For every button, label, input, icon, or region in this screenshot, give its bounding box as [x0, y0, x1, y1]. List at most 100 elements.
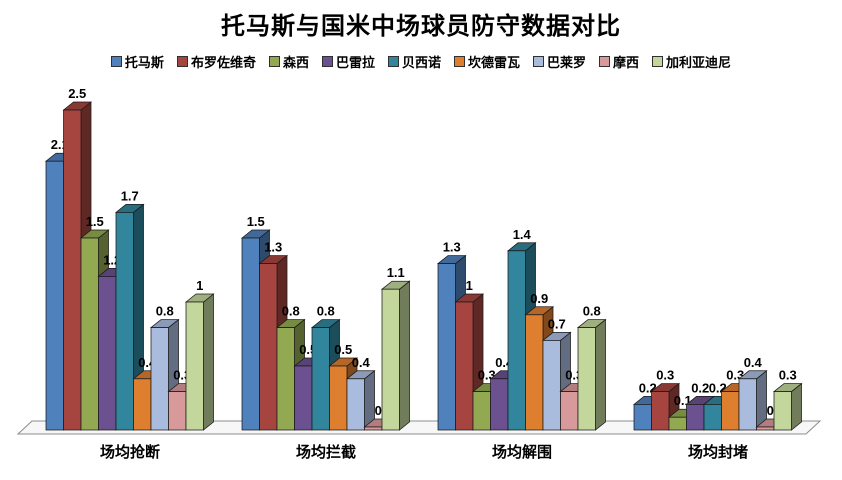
bar-front-face	[294, 365, 313, 431]
legend-swatch	[268, 56, 280, 67]
value-label: 1	[466, 278, 473, 293]
legend-item-摩西: 摩西	[599, 52, 639, 71]
value-label: 0.2	[691, 380, 709, 395]
bar-front-face	[490, 378, 509, 431]
bar-front-face	[133, 378, 152, 431]
legend-item-森西: 森西	[268, 52, 309, 71]
legend-swatch	[599, 56, 611, 67]
value-label: 0.9	[530, 291, 548, 306]
bar-front-face	[185, 301, 204, 431]
legend-item-贝西诺: 贝西诺	[387, 52, 441, 71]
bar-front-face	[773, 391, 792, 431]
legend-swatch	[110, 56, 122, 67]
bar-front-face	[651, 391, 670, 431]
bar-front-face	[472, 391, 491, 431]
category-label: 场均抢断	[100, 443, 160, 461]
bar-巴莱罗-场均解围: 0.7	[541, 316, 572, 431]
legend-swatch	[387, 56, 399, 67]
legend-label: 森西	[282, 55, 309, 70]
chart-floor	[16, 420, 822, 435]
legend-swatch	[454, 56, 465, 67]
value-label: 1	[196, 278, 203, 293]
bar-front-face	[633, 404, 652, 431]
bar-side-face	[595, 318, 606, 431]
value-label: 0.4	[744, 355, 763, 370]
bar-front-face	[455, 301, 474, 431]
value-label: 0.3	[656, 368, 674, 383]
value-label: 0	[767, 403, 774, 418]
bar-front-face	[311, 327, 330, 431]
legend-swatch	[176, 56, 188, 67]
value-label: 1.1	[387, 265, 405, 280]
legend-swatch	[533, 56, 545, 67]
chart-title: 托马斯与国米中场球员防守数据对比	[221, 13, 621, 40]
bar-front-face	[168, 391, 187, 431]
bar-front-face	[703, 404, 722, 431]
value-label: 1.3	[264, 240, 282, 255]
legend-label: 贝西诺	[401, 55, 441, 70]
bar-front-face	[241, 237, 260, 431]
bar-front-face	[381, 288, 400, 431]
legend-item-坎德雷瓦: 坎德雷瓦	[454, 52, 520, 71]
bar-side-face	[203, 293, 214, 431]
bar-巴莱罗-场均拦截: 0.4	[345, 355, 376, 431]
value-label: 0	[375, 403, 382, 418]
value-label: 0.8	[317, 304, 335, 319]
bar-front-face	[560, 391, 579, 431]
legend-item-托马斯: 托马斯	[110, 52, 164, 71]
legend-label: 巴莱罗	[547, 55, 587, 70]
bar-front-face	[525, 314, 544, 431]
legend-item-巴雷拉: 巴雷拉	[321, 52, 375, 71]
value-label: 0.4	[352, 355, 371, 370]
legend-item-布罗佐维奇: 布罗佐维奇	[176, 52, 256, 71]
category-label: 场均封堵	[688, 443, 748, 461]
bar-front-face	[542, 340, 561, 431]
value-label: 0.8	[282, 304, 300, 319]
value-label: 1.4	[513, 227, 532, 242]
value-label: 2.5	[68, 86, 86, 101]
legend-item-巴莱罗: 巴莱罗	[533, 52, 586, 71]
bar-front-face	[577, 327, 596, 431]
bar-front-face	[150, 327, 169, 431]
legend-swatch	[652, 56, 664, 67]
legend-label: 摩西	[613, 55, 640, 70]
value-label: 0.8	[583, 304, 601, 319]
bar-front-face	[329, 365, 348, 431]
category-label: 场均拦截	[296, 443, 356, 461]
bar-front-face	[364, 426, 383, 431]
bar-front-face	[437, 263, 456, 431]
value-label: 0.7	[548, 316, 566, 331]
bar-front-face	[63, 109, 82, 431]
value-label: 0.8	[156, 304, 174, 319]
bar-巴莱罗-场均封堵: 0.4	[737, 355, 768, 431]
value-label: 1.5	[247, 214, 265, 229]
legend-label: 加利亚迪尼	[666, 55, 732, 70]
legend-label: 巴雷拉	[335, 55, 375, 70]
bar-front-face	[346, 378, 365, 431]
bar-加利亚迪尼-场均抢断: 1	[184, 278, 215, 431]
bar-front-face	[115, 212, 134, 431]
value-label: 1.3	[443, 240, 461, 255]
bar-front-face	[738, 378, 757, 431]
bar-front-face	[276, 327, 295, 431]
legend-swatch	[321, 56, 333, 67]
bar-front-face	[721, 391, 740, 431]
value-label: 1.5	[86, 214, 104, 229]
bar-加利亚迪尼-场均拦截: 1.1	[380, 265, 411, 431]
value-label: 0.3	[779, 368, 797, 383]
legend-label: 托马斯	[124, 55, 164, 70]
bar-加利亚迪尼-场均封堵: 0.3	[772, 368, 803, 431]
bar-front-face	[259, 263, 278, 431]
bar-front-face	[45, 160, 64, 431]
bar-front-face	[98, 276, 117, 431]
legend-label: 布罗佐维奇	[190, 55, 256, 70]
bar-front-face	[507, 250, 526, 431]
legend-item-加利亚迪尼: 加利亚迪尼	[652, 52, 731, 71]
value-label: 1.7	[121, 188, 139, 203]
